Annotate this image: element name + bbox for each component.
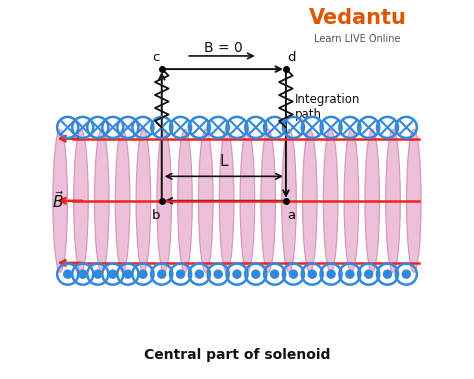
Text: B = 0: B = 0 [204, 41, 243, 55]
Circle shape [93, 269, 102, 279]
Text: b: b [152, 209, 160, 222]
Ellipse shape [240, 129, 255, 272]
Ellipse shape [282, 129, 296, 272]
Ellipse shape [407, 129, 421, 272]
Ellipse shape [73, 129, 88, 272]
Circle shape [364, 269, 374, 279]
Ellipse shape [199, 129, 213, 272]
Circle shape [138, 269, 148, 279]
Circle shape [308, 269, 317, 279]
Circle shape [123, 269, 133, 279]
Ellipse shape [344, 129, 359, 272]
Ellipse shape [261, 129, 275, 272]
Text: a: a [288, 209, 296, 222]
Circle shape [401, 269, 411, 279]
Circle shape [176, 269, 185, 279]
Ellipse shape [136, 129, 151, 272]
Circle shape [195, 269, 204, 279]
Ellipse shape [323, 129, 338, 272]
Text: L: L [219, 154, 228, 169]
Ellipse shape [53, 129, 67, 272]
Circle shape [157, 269, 166, 279]
Text: Learn LIVE Online: Learn LIVE Online [314, 34, 401, 44]
Ellipse shape [219, 129, 234, 272]
Circle shape [326, 269, 336, 279]
Circle shape [108, 269, 118, 279]
Circle shape [232, 269, 242, 279]
Circle shape [289, 269, 298, 279]
Ellipse shape [157, 129, 172, 272]
Ellipse shape [94, 129, 109, 272]
Text: $\vec{B}$: $\vec{B}$ [52, 190, 64, 211]
Circle shape [63, 269, 73, 279]
Ellipse shape [302, 129, 317, 272]
Circle shape [213, 269, 223, 279]
Text: Central part of solenoid: Central part of solenoid [144, 348, 330, 362]
Ellipse shape [386, 129, 401, 272]
Ellipse shape [178, 129, 192, 272]
Circle shape [78, 269, 88, 279]
Ellipse shape [115, 129, 130, 272]
Circle shape [251, 269, 261, 279]
Ellipse shape [365, 129, 380, 272]
Text: Vedantu: Vedantu [309, 8, 406, 28]
Text: d: d [287, 51, 296, 64]
Text: Integration
path: Integration path [295, 93, 361, 121]
Circle shape [383, 269, 392, 279]
Circle shape [270, 269, 279, 279]
Text: c: c [153, 51, 160, 64]
Circle shape [345, 269, 355, 279]
